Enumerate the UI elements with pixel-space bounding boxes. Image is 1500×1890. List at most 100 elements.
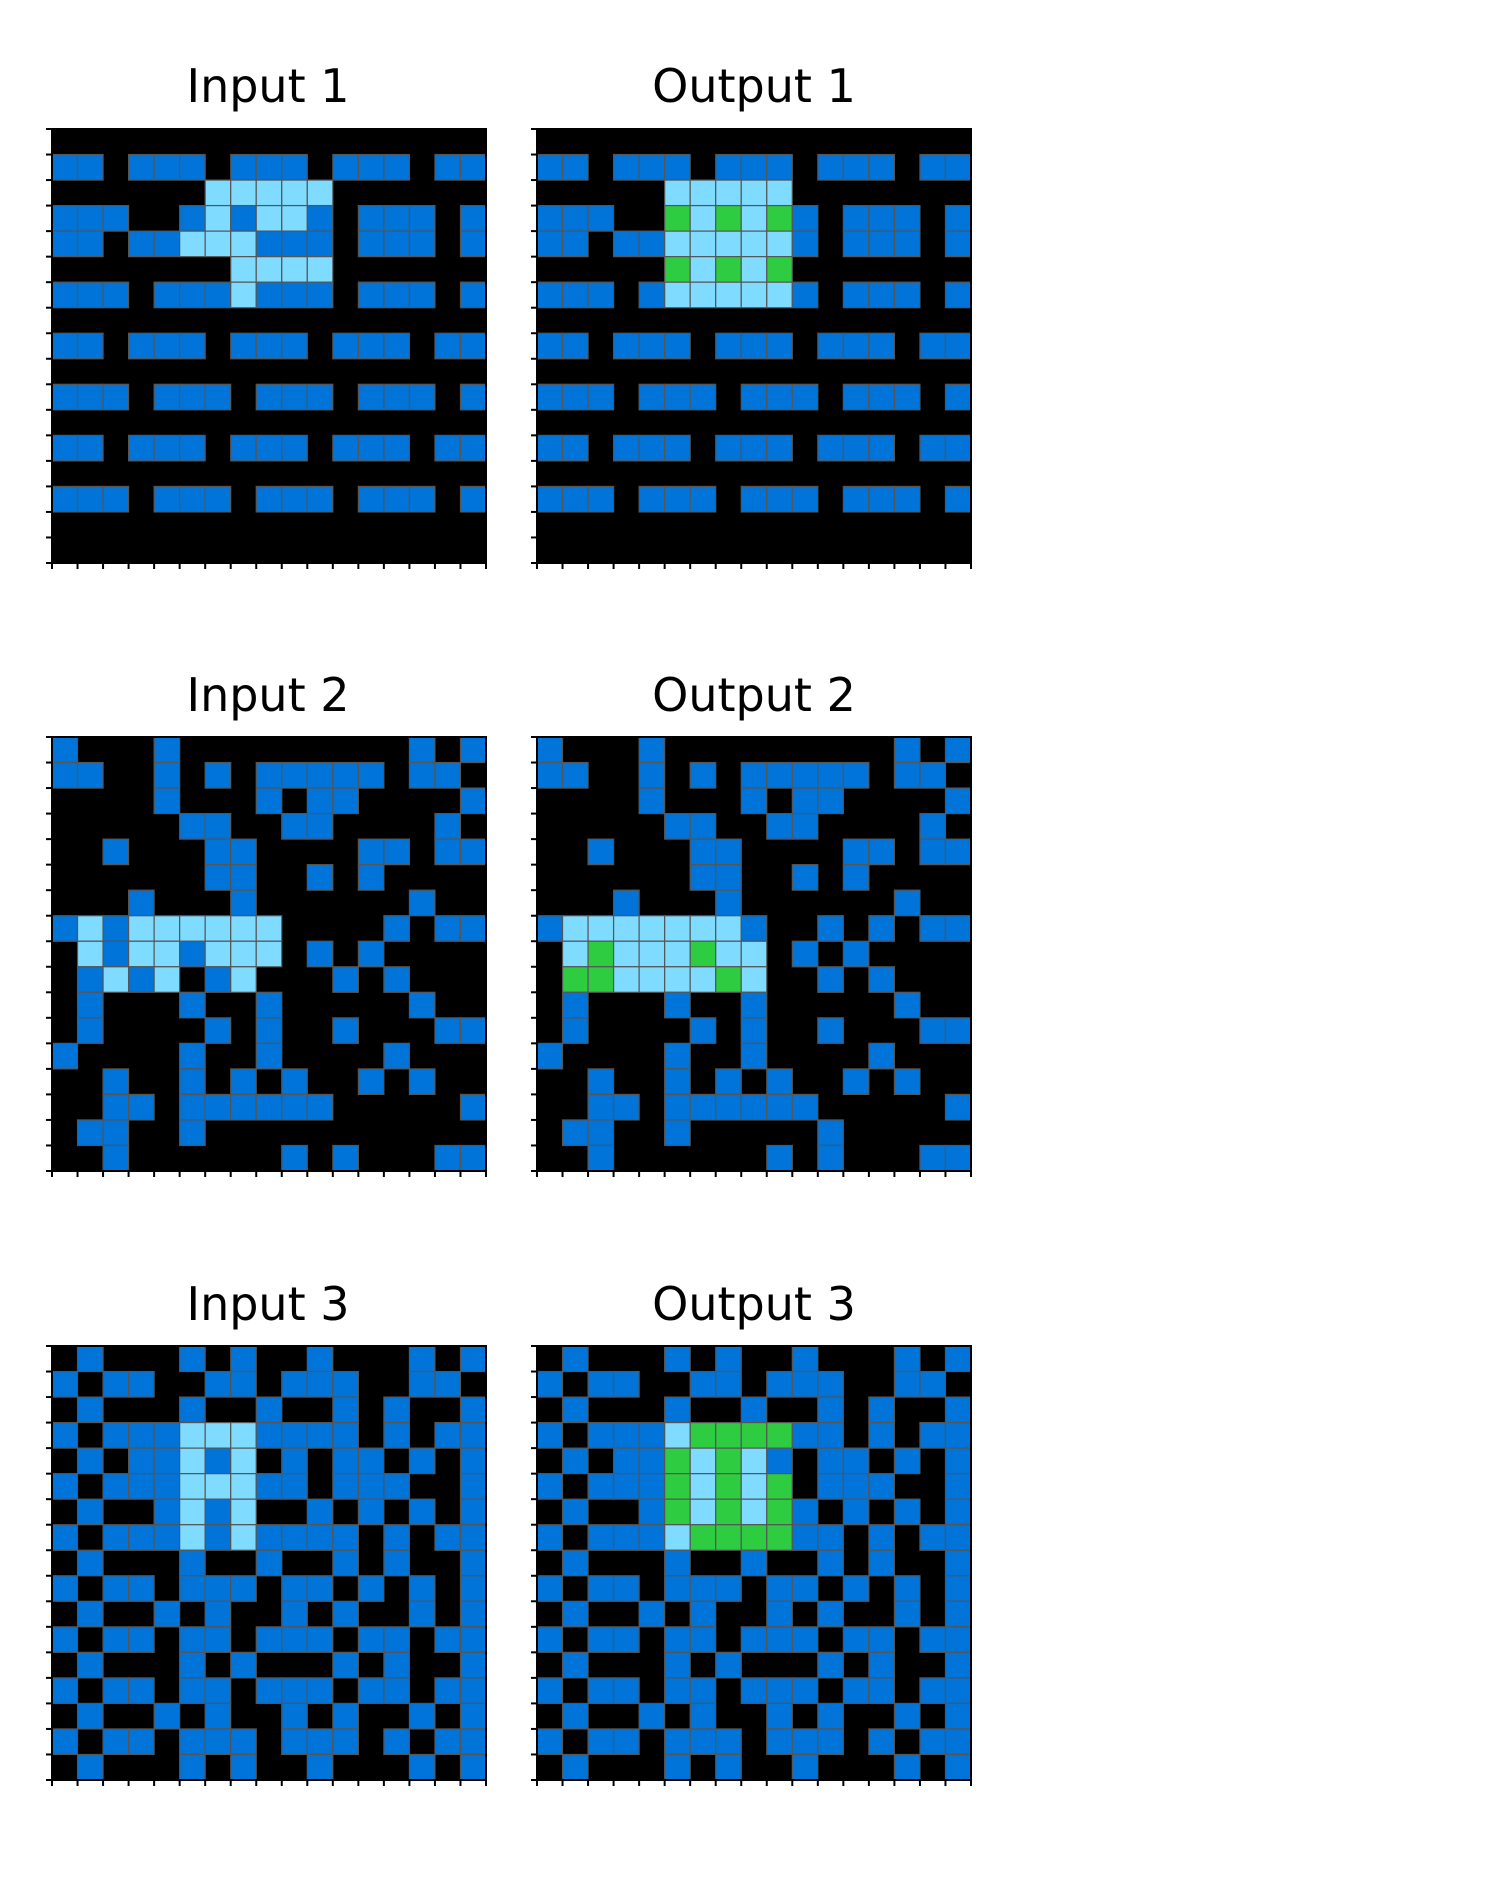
grid-cell [102,915,130,942]
grid-cell [842,383,870,411]
grid-cell [561,485,589,513]
grid-cell [664,256,691,283]
grid-cell [766,1702,793,1730]
grid-cell [383,332,411,360]
grid-cell [689,1626,717,1653]
grid-cell [791,485,819,513]
grid-cell [919,761,947,789]
grid-cell [740,485,768,513]
grid-cell [153,1600,181,1628]
grid-cell [383,1651,411,1679]
grid-cell [281,332,308,360]
grid-cell [740,281,768,309]
grid-cell [332,966,359,993]
grid-cell [944,153,972,181]
grid-cell [638,1498,666,1526]
grid-cell [715,204,742,232]
grid-cell [459,1017,487,1044]
grid-cell [791,1345,819,1373]
grid-cell [561,1549,589,1577]
output-1-panel: Output 1 [531,59,972,569]
grid-cell [204,812,232,840]
grid-cell [204,761,232,789]
grid-cell [689,1600,717,1628]
grid-frame [536,736,972,1172]
grid-cell [179,434,206,462]
grid-cell [204,1600,232,1628]
grid-cell [944,1498,972,1526]
grid-cell [715,1524,742,1551]
grid-cell [842,1626,870,1653]
grid-cell [230,153,257,181]
grid-cell [51,485,79,513]
grid-cell [868,485,896,513]
grid-cell [587,281,615,309]
grid-cell [715,889,742,917]
grid-cell [536,153,564,181]
grid-cell [944,204,972,232]
grid-cell [766,1473,793,1500]
grid-cell [230,256,257,283]
grid-cell [383,230,411,258]
grid-cell [179,1651,206,1679]
grid-cell [102,1677,130,1705]
grid-cell [868,332,896,360]
grid-cell [255,383,283,411]
grid-cell [740,1447,768,1475]
grid-cell [715,332,742,360]
grid-cell [561,761,589,789]
grid-cell [127,889,155,917]
grid-cell [306,1370,334,1398]
grid-cell [459,1702,487,1730]
grid-cell [766,434,793,462]
grid-cell [766,281,793,309]
grid-cell [230,864,257,891]
grid-cell [740,383,768,411]
grid-cell [179,1396,206,1424]
grid-cell [740,940,768,968]
grid-cell [51,281,79,309]
input-2-title: Input 2 [187,668,350,722]
grid-cell [204,383,232,411]
grid-cell [357,1068,385,1096]
grid-cell [459,434,487,462]
grid-cell [179,1753,206,1781]
grid-cell [127,1677,155,1705]
grid-cell [434,915,462,942]
grid-cell [944,1651,972,1679]
grid-cell [459,1728,487,1756]
grid-cell [102,1473,130,1500]
grid-cell [612,1626,640,1653]
grid-cell [127,1421,155,1449]
grid-cell [868,383,896,411]
grid-cell [76,1119,104,1147]
grid-cell [664,1728,691,1756]
grid-cell [766,230,793,258]
grid-cell [281,383,308,411]
grid-cell [179,1093,206,1121]
grid-cell [740,1473,768,1500]
grid-cell [638,1702,666,1730]
grid-cell [332,1421,359,1449]
grid-cell [306,1626,334,1653]
grid-cell [536,761,564,789]
output-3-panel: Output 3 [531,1277,972,1786]
grid-cell [76,1345,104,1373]
grid-cell [893,1447,921,1475]
grid-cell [281,230,308,258]
grid-cell [689,204,717,232]
grid-cell [434,153,462,181]
input-1-title: Input 1 [187,59,350,113]
grid-cell [306,230,334,258]
grid-cell [893,1753,921,1781]
grid-cell [740,204,768,232]
grid-cell [766,761,793,789]
grid-cell [434,434,462,462]
grid-cell [791,204,819,232]
grid-cell [76,1017,104,1044]
grid-cell [664,1549,691,1577]
grid-cell [459,1600,487,1628]
grid-cell [766,179,793,207]
grid-cell [179,1498,206,1526]
grid-cell [689,179,717,207]
